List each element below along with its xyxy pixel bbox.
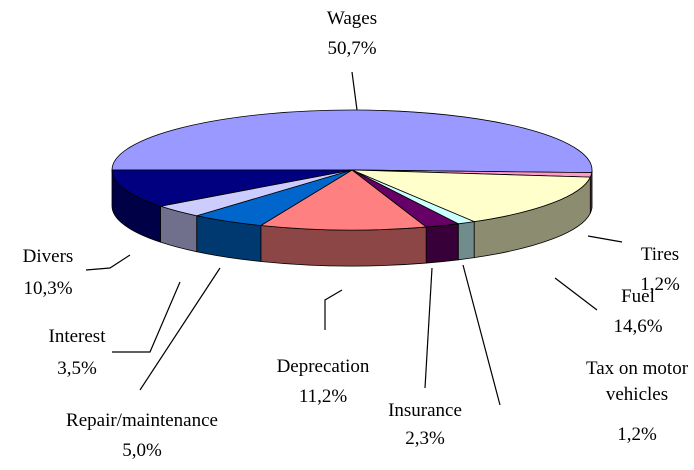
slice <box>111 109 593 174</box>
leader-line <box>554 277 598 311</box>
slice-label: Divers <box>22 246 74 267</box>
leader-line <box>324 289 343 330</box>
slice-label: Tires <box>640 244 680 265</box>
slice <box>111 169 353 207</box>
slice-label: Fuel <box>621 286 655 307</box>
slice-label: Wages <box>326 8 378 29</box>
slice-side <box>260 225 427 267</box>
value-label: 3,5% <box>57 358 97 379</box>
leader-line <box>139 267 221 391</box>
slice <box>351 169 591 223</box>
leader-line <box>462 264 501 406</box>
value-label: 5,0% <box>122 440 162 461</box>
value-label: 11,2% <box>298 386 348 407</box>
leader-line <box>112 281 181 353</box>
slice-side <box>425 223 459 264</box>
leader-line <box>85 254 131 271</box>
slice <box>259 169 428 231</box>
value-label: 50,7% <box>327 38 377 59</box>
leader-line <box>587 235 623 243</box>
value-label: 1,2% <box>640 274 680 295</box>
value-label: 1,2% <box>617 424 657 445</box>
leader-line <box>351 71 358 111</box>
leader-line <box>424 267 433 389</box>
slice-label: Deprecation <box>276 356 370 377</box>
value-label: 14,6% <box>613 316 663 337</box>
slice-label: Repair/maintenance <box>66 410 218 431</box>
slice-label: Tax on motor vehicles <box>585 358 689 405</box>
value-label: 2,3% <box>405 428 445 449</box>
value-label: 10,3% <box>23 278 73 299</box>
slice-side <box>457 221 475 261</box>
slice-label: Interest <box>48 326 106 347</box>
slice-label: Insurance <box>388 400 462 421</box>
